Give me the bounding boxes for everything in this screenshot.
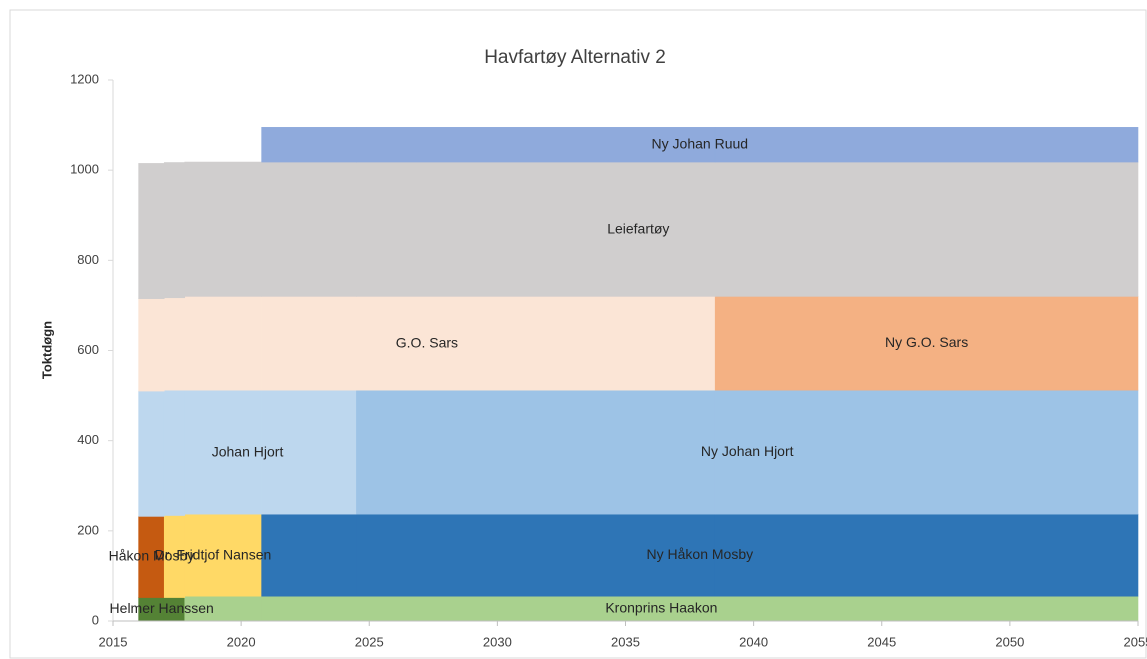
- area-segment: [138, 298, 165, 392]
- area-segment: [163, 162, 186, 299]
- series-label: G.O. Sars: [396, 334, 458, 350]
- y-tick-label: 1000: [70, 162, 99, 177]
- x-tick-label: 2045: [867, 634, 896, 649]
- area-segment: [714, 595, 1139, 622]
- area-segment: [184, 296, 262, 391]
- area-segment: [356, 161, 716, 297]
- area-segment: [138, 390, 165, 517]
- x-tick-label: 2015: [99, 634, 128, 649]
- x-tick-label: 2055: [1124, 634, 1147, 649]
- area-segment: [714, 513, 1139, 597]
- series-label: Helmer Hanssen: [110, 600, 214, 616]
- area-segment: [163, 389, 186, 516]
- area-segment: [356, 127, 716, 163]
- x-tick-label: 2020: [227, 634, 256, 649]
- series-label: Håkon Mosby: [109, 548, 195, 564]
- area-segment: [714, 296, 1139, 391]
- series-label: Ny Johan Ruud: [652, 135, 749, 151]
- y-tick-label: 600: [77, 342, 99, 357]
- y-tick-label: 200: [77, 522, 99, 537]
- area-segment: [138, 163, 165, 299]
- area-segment: [261, 389, 357, 515]
- y-tick-label: 800: [77, 252, 99, 267]
- series-label: Kronprins Haakon: [605, 599, 717, 615]
- area-segment: [261, 513, 357, 597]
- area-segment: [714, 127, 1139, 163]
- series-label: Johan Hjort: [212, 443, 284, 459]
- area-segment: [714, 389, 1139, 515]
- area-segment: [163, 297, 186, 391]
- area-segment: [356, 389, 716, 515]
- x-tick-label: 2030: [483, 634, 512, 649]
- y-tick-label: 400: [77, 432, 99, 447]
- area-segment: [714, 161, 1139, 297]
- area-segment: [261, 296, 357, 391]
- series-label: Ny Johan Hjort: [701, 443, 794, 459]
- area-segment: [261, 127, 357, 163]
- x-tick-label: 2035: [611, 634, 640, 649]
- area-segment: [356, 513, 716, 597]
- series-label: Dr. Fridtjof Nansen: [155, 547, 272, 563]
- x-tick-label: 2040: [739, 634, 768, 649]
- chart-title: Havfartøy Alternativ 2: [484, 47, 666, 68]
- area-segment: [356, 595, 716, 622]
- y-axis-label: Toktdøgn: [39, 321, 54, 379]
- area-segment: [261, 595, 357, 622]
- series-label: Ny G.O. Sars: [885, 334, 968, 350]
- series-label: Ny Håkon Mosby: [647, 546, 754, 562]
- y-tick-label: 0: [92, 612, 99, 627]
- x-tick-label: 2050: [995, 634, 1024, 649]
- area-segment: [184, 161, 262, 297]
- area-segment: [261, 161, 357, 297]
- y-tick-label: 1200: [70, 71, 99, 86]
- area-segment: [356, 296, 716, 391]
- series-label: Leiefartøy: [607, 220, 669, 236]
- x-tick-label: 2025: [355, 634, 384, 649]
